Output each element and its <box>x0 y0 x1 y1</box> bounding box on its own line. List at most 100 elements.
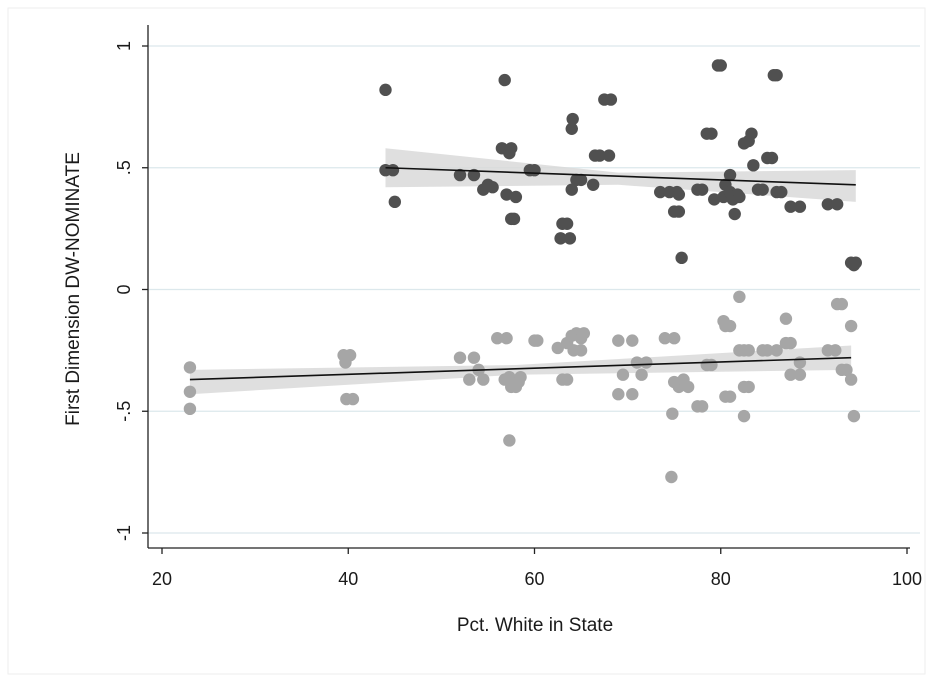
point-s2-69 <box>779 312 793 325</box>
point-s1-11 <box>500 188 513 201</box>
point-s2-58 <box>723 390 737 403</box>
point-s1-19 <box>554 232 567 245</box>
point-s2-26 <box>560 373 574 386</box>
y-tick-label-4: 1 <box>114 41 134 51</box>
point-s1-23 <box>565 183 578 196</box>
point-s1-58 <box>745 127 758 140</box>
point-s1-55 <box>733 190 746 204</box>
point-s1-34 <box>654 185 667 199</box>
x-tick-label-4: 100 <box>892 569 922 589</box>
point-s2-83 <box>847 409 861 423</box>
point-s2-14 <box>500 332 513 345</box>
y-tick-label-1: -.5 <box>114 401 134 422</box>
point-s2-41 <box>626 388 639 401</box>
point-s2-8 <box>453 351 467 364</box>
point-s2-12 <box>477 373 490 386</box>
point-s1-25 <box>566 112 579 126</box>
fit-line-1 <box>385 166 856 186</box>
point-s2-65 <box>737 409 751 423</box>
point-s1-28 <box>586 178 600 191</box>
point-s2-73 <box>793 368 807 381</box>
y-tick-label-2: 0 <box>114 284 134 294</box>
point-s1-15 <box>507 212 521 226</box>
gridlines <box>148 45 920 534</box>
point-s1-74 <box>849 256 862 269</box>
point-s2-37 <box>626 334 639 347</box>
x-tick-label-0: 20 <box>152 569 172 589</box>
point-s1-24 <box>565 122 578 135</box>
point-s2-62 <box>742 344 755 357</box>
point-s2-53 <box>705 358 718 372</box>
point-s1-8 <box>486 181 499 194</box>
point-s1-13 <box>505 142 518 155</box>
point-s1-65 <box>770 69 783 82</box>
point-s2-74 <box>793 356 807 369</box>
point-s2-2 <box>183 402 197 416</box>
point-s1-59 <box>747 159 760 172</box>
data-points <box>183 59 862 484</box>
axes: -1 -.5 0 .5 1 20 40 60 80 100 <box>114 25 922 589</box>
point-s2-72 <box>784 368 797 381</box>
point-s2-1 <box>183 385 197 398</box>
point-s2-20 <box>514 370 527 384</box>
point-s1-33 <box>604 93 618 106</box>
point-s2-64 <box>742 380 755 394</box>
point-s2-5 <box>343 349 357 362</box>
point-s1-67 <box>775 185 788 199</box>
y-tick-label-0: -1 <box>114 525 134 541</box>
point-s1-16 <box>509 190 523 204</box>
point-s2-34 <box>612 334 625 347</box>
x-axis-label: Pct. White in State <box>457 615 613 636</box>
point-s1-45 <box>708 193 721 206</box>
point-s2-32 <box>574 344 588 357</box>
point-s1-42 <box>695 183 709 196</box>
y-axis-label: First Dimension DW-NOMINATE <box>63 152 84 426</box>
point-s2-21 <box>503 434 516 447</box>
point-s1-40 <box>675 251 688 265</box>
point-s2-48 <box>681 380 695 394</box>
point-s1-2 <box>386 163 400 177</box>
fit-line-2 <box>189 356 852 381</box>
point-s1-47 <box>714 59 727 72</box>
point-s1-27 <box>574 173 588 187</box>
point-s2-49 <box>665 470 678 484</box>
point-s2-36 <box>616 368 630 381</box>
x-tick-label-3: 80 <box>711 569 731 589</box>
point-s1-61 <box>756 183 769 196</box>
point-s2-33 <box>577 327 591 340</box>
point-s2-81 <box>844 319 858 333</box>
point-s1-50 <box>723 168 737 182</box>
point-s2-9 <box>463 373 476 386</box>
point-s2-59 <box>733 290 746 304</box>
point-s1-70 <box>821 198 835 211</box>
point-s2-68 <box>770 344 783 357</box>
point-s2-13 <box>491 332 504 345</box>
point-s2-40 <box>640 356 653 369</box>
point-s2-80 <box>840 363 853 377</box>
fit-lines <box>189 166 856 381</box>
point-s2-0 <box>183 361 197 374</box>
point-s2-10 <box>467 351 481 364</box>
point-s2-35 <box>612 388 625 401</box>
point-s1-69 <box>793 200 807 213</box>
y-tick-label-3: .5 <box>114 160 134 175</box>
point-s2-7 <box>346 392 360 406</box>
point-s2-16 <box>503 370 516 384</box>
point-s2-76 <box>829 344 842 357</box>
point-s2-56 <box>723 319 737 333</box>
point-s1-21 <box>560 217 574 230</box>
point-s1-32 <box>602 149 616 162</box>
point-s1-30 <box>593 149 606 162</box>
point-s2-82 <box>844 373 858 386</box>
point-s2-42 <box>658 332 672 345</box>
point-s1-38 <box>672 205 686 218</box>
point-s1-63 <box>765 151 779 165</box>
point-s1-0 <box>379 83 392 97</box>
x-tick-label-1: 40 <box>338 569 358 589</box>
point-s1-4 <box>453 168 467 182</box>
point-s1-5 <box>467 168 481 182</box>
point-s1-44 <box>705 127 718 140</box>
point-s2-24 <box>551 341 564 355</box>
